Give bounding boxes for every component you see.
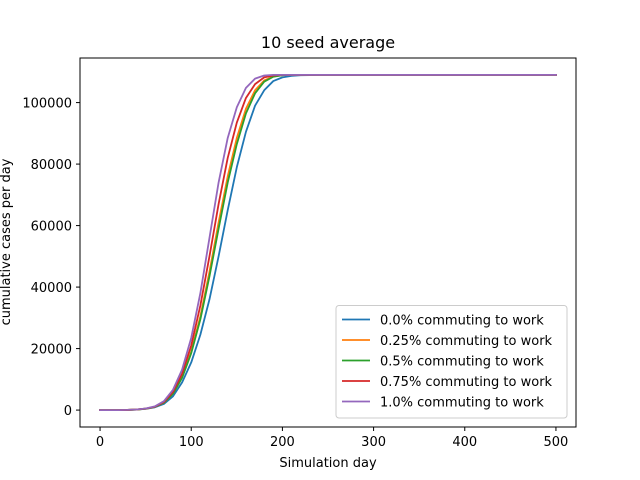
y-tick-label: 40000 [31,281,72,296]
plot-area-frame [79,57,577,428]
legend-label-2: 0.5% commuting to work [380,355,544,370]
legend-label-1: 0.25% commuting to work [380,334,553,349]
chart-title: 10 seed average [261,33,395,52]
y-axis-ticks: 0 20000 40000 60000 80000 100000 [22,97,80,419]
y-tick-label: 100000 [22,97,72,112]
x-tick-label: 500 [544,435,569,450]
legend: 0.0% commuting to work 0.25% commuting to… [335,305,568,419]
y-tick-label: 80000 [31,158,72,173]
legend-frame [335,305,568,419]
x-tick-label: 200 [270,435,295,450]
y-tick-label: 0 [64,404,72,419]
x-axis-label: Simulation day [279,456,377,471]
x-tick-label: 100 [179,435,204,450]
y-tick-label: 60000 [31,220,72,235]
legend-label-0: 0.0% commuting to work [380,314,544,329]
x-tick-label: 400 [452,435,477,450]
x-tick-label: 0 [96,435,104,450]
series-layer [99,74,557,411]
y-axis-label: cumulative cases per day [0,158,14,325]
legend-label-3: 0.75% commuting to work [380,375,553,390]
series-line-4 [99,74,557,411]
x-axis-ticks: 0 100 200 300 400 500 [96,427,568,450]
legend-label-4: 1.0% commuting to work [380,396,544,411]
x-tick-label: 300 [361,435,386,450]
y-tick-label: 20000 [31,343,72,358]
